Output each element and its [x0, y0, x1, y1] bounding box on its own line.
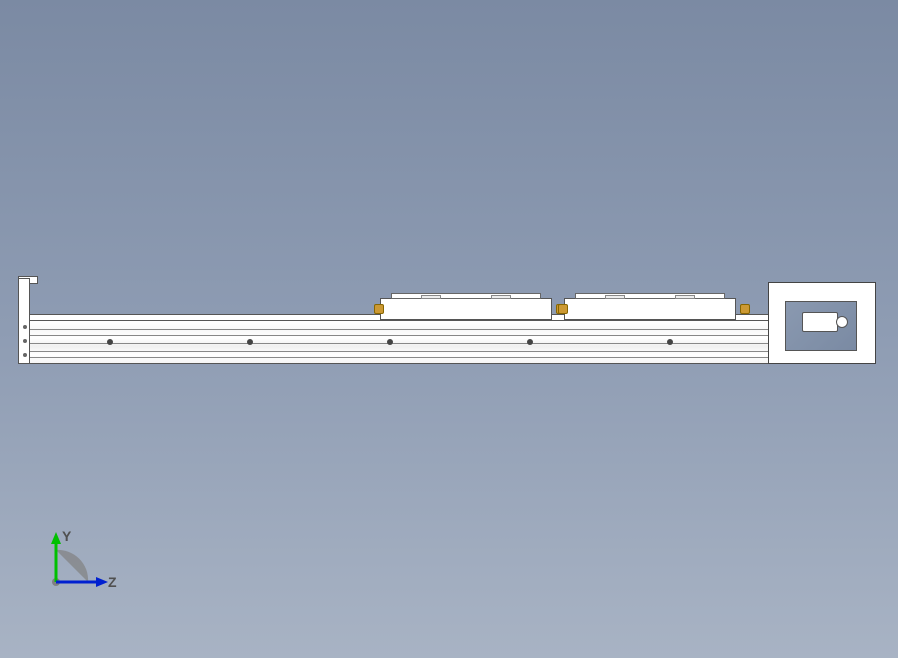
carriage-slot	[491, 295, 511, 299]
rail-bolt-hole	[667, 339, 673, 345]
brass-grease-fitting	[558, 304, 568, 314]
shaft-end-cap	[836, 316, 848, 328]
linear-rail-assembly[interactable]	[18, 278, 876, 368]
rail-groove	[27, 335, 845, 336]
rail-groove	[27, 343, 845, 344]
carriage-top-plate	[391, 293, 541, 299]
carriage-slot	[605, 295, 625, 299]
coordinate-axis-indicator[interactable]: Y Z	[26, 530, 106, 610]
rail-groove	[27, 357, 845, 358]
brass-grease-fitting	[740, 304, 750, 314]
carriage-slot	[675, 295, 695, 299]
carriage-block	[564, 298, 736, 320]
bracket-screw	[23, 325, 27, 329]
rail-bolt-hole	[527, 339, 533, 345]
carriage-block	[380, 298, 552, 320]
rail-bolt-hole	[247, 339, 253, 345]
cad-viewport[interactable]: Y Z	[0, 0, 898, 658]
motor-coupling	[802, 312, 838, 332]
carriage-top-plate	[575, 293, 725, 299]
rail-bolt-hole	[387, 339, 393, 345]
brass-grease-fitting	[374, 304, 384, 314]
carriage-slot	[421, 295, 441, 299]
rail-extrusion-body	[26, 320, 846, 364]
y-axis-arrow	[51, 532, 61, 544]
left-end-bracket	[18, 278, 30, 364]
z-axis-label: Z	[108, 574, 117, 590]
rail-groove	[27, 329, 845, 330]
y-axis-label: Y	[62, 528, 71, 544]
bracket-screw	[23, 339, 27, 343]
z-axis-arrow	[96, 577, 108, 587]
axis-origin-arc	[56, 550, 88, 582]
bracket-screw	[23, 353, 27, 357]
rail-bolt-hole	[107, 339, 113, 345]
rail-groove	[27, 351, 845, 352]
